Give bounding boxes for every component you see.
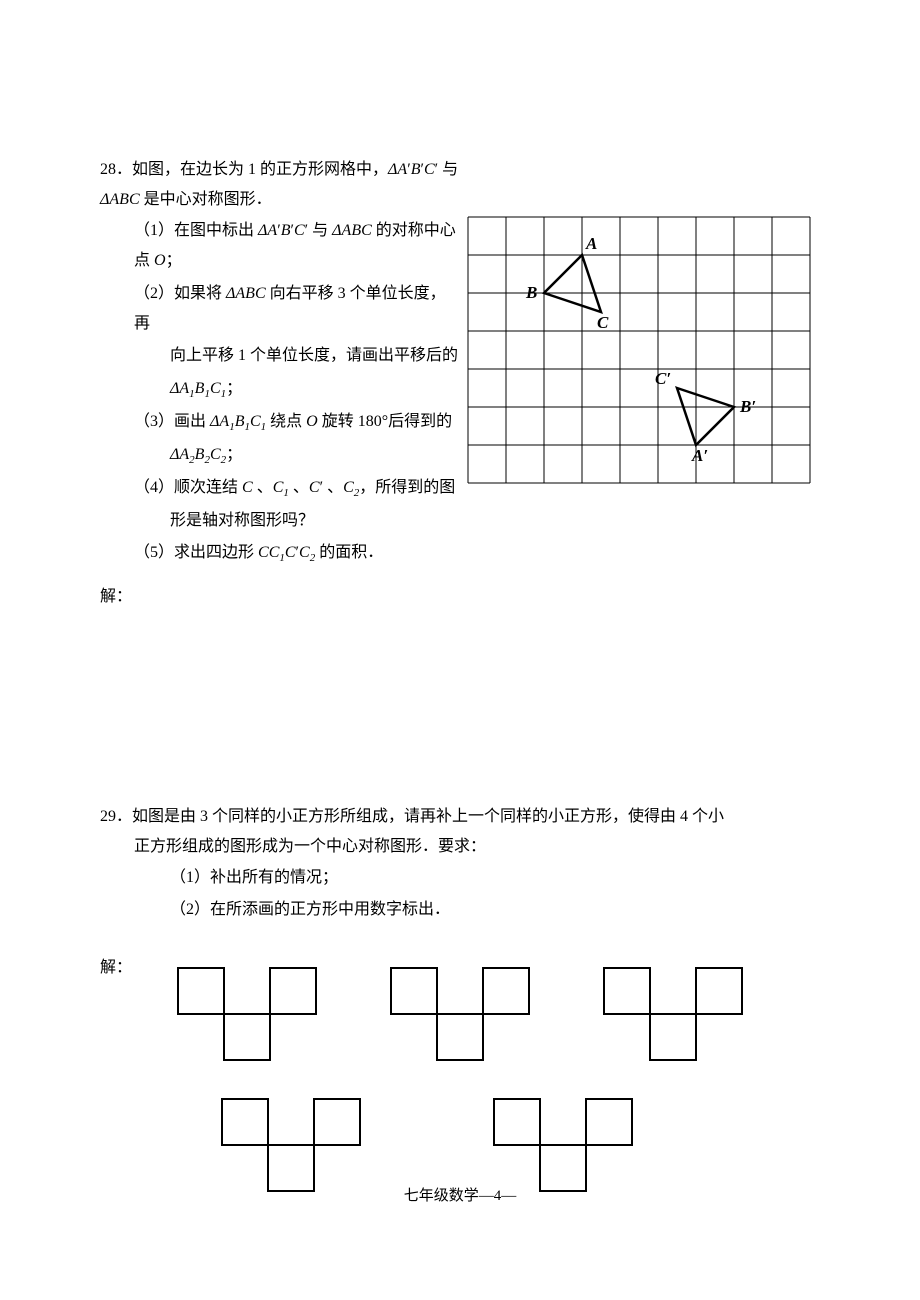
quad-cc1cpc2: CC1C′C2 [258, 544, 315, 561]
problem-28-sub2: （2）如果将 ΔABC 向右平移 3 个单位长度，再 [100, 279, 460, 340]
problem-28-sub4: （4）顺次连结 C 、C1 、C′ 、C2，所得到的图 [100, 473, 460, 504]
shapes-row-2 [100, 1097, 820, 1193]
answer-label: 解： [100, 582, 460, 612]
l-shape [389, 966, 531, 1062]
l-shape [492, 1097, 634, 1193]
problem-29: 29．如图是由 3 个同样的小正方形所组成，请再补上一个同样的小正方形，使得由 … [100, 802, 820, 1193]
problem-28-grid: A B C C′ B′ A′ [458, 207, 820, 493]
svg-text:B: B [525, 283, 537, 302]
triangle-a1b1c1: ΔA1B1C1 [170, 380, 226, 397]
svg-text:C: C [597, 313, 609, 332]
problem-28-sub5: （5）求出四边形 CC1C′C2 的面积． [100, 538, 460, 569]
triangle-a2b2c2: ΔA2B2C2 [170, 446, 226, 463]
svg-text:A: A [585, 234, 597, 253]
problem-number: 29． [100, 808, 132, 825]
problem-28-intro: 28．如图，在边长为 1 的正方形网格中，ΔA′B′C′ 与 ΔABC 是中心对… [100, 155, 460, 216]
triangle-abc: ΔABC [100, 191, 140, 208]
problem-29-sub2: （2）在所添画的正方形中用数字标出． [100, 895, 820, 925]
problem-28-sub1: （1）在图中标出 ΔA′B′C′ 与 ΔABC 的对称中心点 O； [100, 216, 460, 277]
page-footer: 七年级数学—4— [0, 1182, 920, 1211]
problem-29-sub1: （1）补出所有的情况； [100, 863, 820, 893]
problem-28-text: 28．如图，在边长为 1 的正方形网格中，ΔA′B′C′ 与 ΔABC 是中心对… [100, 155, 460, 612]
svg-text:B′: B′ [739, 397, 756, 416]
triangle-aprime: ΔA′B′C′ [388, 161, 438, 178]
svg-text:A′: A′ [691, 446, 708, 465]
l-shape [176, 966, 318, 1062]
shapes-row-1 [100, 966, 820, 1062]
l-shape [220, 1097, 362, 1193]
problem-number: 28． [100, 161, 132, 178]
problem-28: 28．如图，在边长为 1 的正方形网格中，ΔA′B′C′ 与 ΔABC 是中心对… [100, 155, 820, 612]
problem-29-intro: 29．如图是由 3 个同样的小正方形所组成，请再补上一个同样的小正方形，使得由 … [100, 802, 820, 832]
problem-28-sub3: （3）画出 ΔA1B1C1 绕点 O 旋转 180°后得到的 [100, 407, 460, 438]
svg-text:C′: C′ [655, 369, 671, 388]
l-shape [602, 966, 744, 1062]
